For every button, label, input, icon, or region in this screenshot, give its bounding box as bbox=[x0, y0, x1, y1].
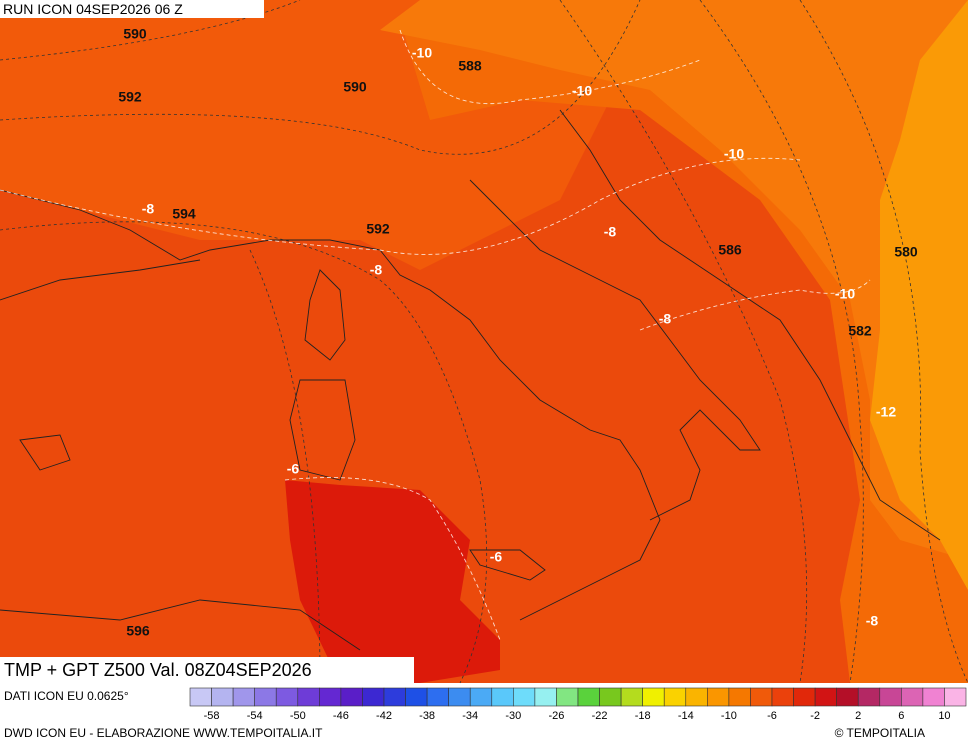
zone-yellow-orange bbox=[870, 0, 968, 590]
colorbar-tick-label: -30 bbox=[505, 710, 521, 722]
colorbar-tick-label: -18 bbox=[635, 710, 651, 722]
colorbar-tick-label: -22 bbox=[592, 710, 608, 722]
colorbar-swatch bbox=[297, 687, 320, 707]
contour-label: 588 bbox=[458, 58, 482, 74]
colorbar-tick-label: -10 bbox=[721, 710, 737, 722]
colorbar-tick-label: -42 bbox=[376, 710, 392, 722]
contour-label: 586 bbox=[718, 242, 742, 258]
contour-label: -8 bbox=[866, 613, 879, 629]
contour-label: -10 bbox=[412, 45, 432, 61]
colorbar-swatch bbox=[857, 687, 881, 707]
colorbar-swatch bbox=[534, 687, 557, 707]
credit: DWD ICON EU - ELABORAZIONE WWW.TEMPOITAL… bbox=[4, 726, 323, 740]
colorbar-swatch bbox=[620, 687, 643, 707]
colorbar-swatch bbox=[577, 687, 600, 707]
contour-label: -6 bbox=[287, 461, 300, 477]
colorbar-tick-label: -14 bbox=[678, 710, 694, 722]
contour-label: -6 bbox=[490, 549, 503, 565]
run-label: RUN ICON 04SEP2026 06 Z bbox=[3, 1, 183, 17]
colorbar-tick-label: -26 bbox=[548, 710, 564, 722]
contour-labels: 590 592 590 588 -10 -10 -10 -8 594 592 -8 -8 586 580 -… bbox=[118, 26, 918, 639]
colorbar-swatch bbox=[814, 687, 837, 707]
colorbar-swatch bbox=[556, 687, 579, 707]
colorbar-swatch bbox=[901, 687, 924, 707]
colorbar-swatch bbox=[685, 687, 708, 707]
colorbar-swatch bbox=[922, 687, 945, 707]
colorbar-tick-label: -46 bbox=[333, 710, 349, 722]
contour-label: -10 bbox=[572, 83, 592, 99]
contour-label: -8 bbox=[370, 262, 383, 278]
colorbar-tick-label: 10 bbox=[938, 710, 950, 722]
colorbar-tick-label: -54 bbox=[247, 710, 263, 722]
contour-label: -12 bbox=[876, 404, 896, 420]
colorbar-swatch bbox=[448, 687, 471, 707]
colorbar-swatch bbox=[340, 687, 363, 707]
colorbar-swatch bbox=[513, 687, 536, 707]
contour-label: -10 bbox=[724, 146, 744, 162]
contour-label: 590 bbox=[123, 26, 147, 42]
colorbar-swatch bbox=[275, 687, 299, 707]
contour-label: 592 bbox=[118, 89, 142, 105]
contour-label: 580 bbox=[894, 244, 918, 260]
contour-label: -8 bbox=[659, 311, 672, 327]
colorbar-tick-label: -50 bbox=[290, 710, 306, 722]
colorbar-tick-label: -58 bbox=[204, 710, 220, 722]
colorbar-tick-label: -34 bbox=[462, 710, 478, 722]
run-box bbox=[0, 0, 264, 18]
colorbar-swatch bbox=[750, 687, 773, 707]
coastlines bbox=[0, 109, 941, 651]
geopotential-contours bbox=[0, 0, 968, 684]
colorbar-swatch bbox=[469, 687, 493, 707]
zone-red bbox=[285, 480, 500, 683]
source: DATI ICON EU 0.0625° bbox=[4, 689, 129, 703]
colorbar-swatch bbox=[663, 687, 687, 707]
colorbar-swatch bbox=[362, 687, 385, 707]
contour-label: -8 bbox=[142, 201, 155, 217]
colorbar-tick-label: -2 bbox=[810, 710, 820, 722]
colorbar-swatch bbox=[728, 687, 751, 707]
colorbar-swatch bbox=[836, 687, 859, 707]
colorbar-tick-label: 2 bbox=[855, 710, 861, 722]
title-box bbox=[0, 657, 414, 683]
colorbar-swatch bbox=[319, 687, 342, 707]
contour-label: 590 bbox=[343, 79, 367, 95]
colorbar-swatch bbox=[405, 687, 428, 707]
colorbar-swatch bbox=[944, 687, 967, 707]
colorbar-swatch bbox=[491, 687, 514, 707]
colorbar-swatch bbox=[599, 687, 622, 707]
contour-label: 594 bbox=[172, 206, 196, 222]
colorbar-tick-label: -6 bbox=[767, 710, 777, 722]
contour-label: 592 bbox=[366, 221, 390, 237]
temperature-contours bbox=[0, 29, 871, 641]
colorbar-swatch bbox=[771, 687, 794, 707]
colorbar-swatch bbox=[707, 687, 730, 707]
copyright: © TEMPOITALIA bbox=[835, 726, 925, 740]
colorbar-tick-label: 6 bbox=[898, 710, 904, 722]
zone-light-orange bbox=[380, 0, 968, 560]
map-title: TMP + GPT Z500 Val. 08Z04SEP2026 bbox=[4, 660, 312, 680]
colorbar-swatch bbox=[232, 687, 255, 707]
colorbar: -58 -54 -50 -46 -42 -38 -34 -30 -26 -22 -18 -14 -10-… bbox=[189, 687, 967, 722]
contour-label: -10 bbox=[835, 286, 855, 302]
contour-label: -8 bbox=[604, 224, 617, 240]
colorbar-swatch bbox=[254, 687, 277, 707]
colorbar-swatch bbox=[383, 687, 406, 707]
colorbar-swatch bbox=[879, 687, 902, 707]
colorbar-tick-label: -38 bbox=[419, 710, 435, 722]
colorbar-swatch bbox=[211, 687, 234, 707]
colorbar-swatch bbox=[793, 687, 816, 707]
map: 590 592 590 588 -10 -10 -10 -8 594 592 -8 -8 586 580 -… bbox=[0, 0, 968, 684]
contour-label: 582 bbox=[848, 323, 872, 339]
colorbar-swatch bbox=[426, 687, 449, 707]
contour-label: 596 bbox=[126, 623, 150, 639]
colorbar-swatch bbox=[189, 687, 212, 707]
colorbar-swatch bbox=[642, 687, 665, 707]
